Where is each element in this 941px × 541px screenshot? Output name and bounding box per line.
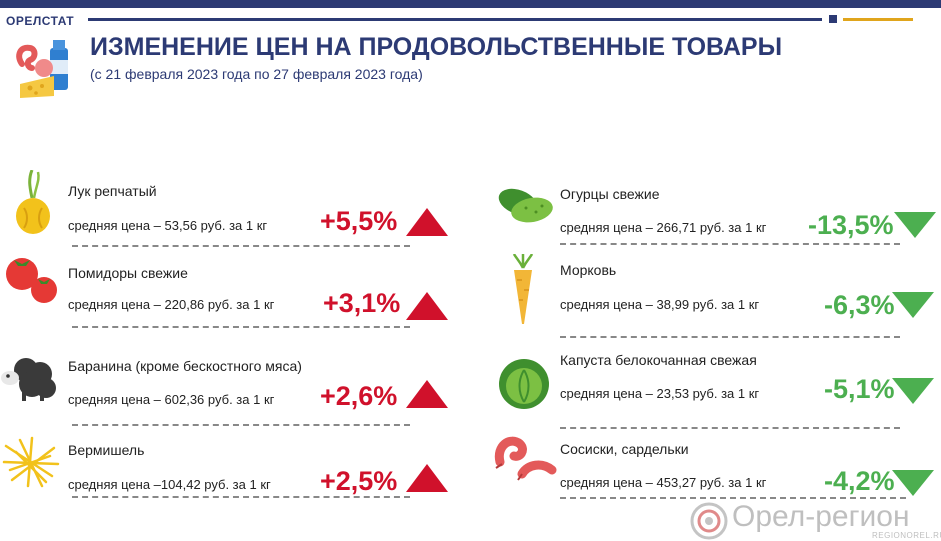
divider <box>560 243 900 245</box>
onion-icon <box>16 170 50 234</box>
item-change: -13,5% <box>808 210 894 240</box>
watermark: Орел-регион REGIONOREL.RU <box>690 500 941 541</box>
up-arrow-icon <box>406 208 448 236</box>
item-price: средняя цена –104,42 руб. за 1 кг <box>68 477 271 492</box>
top-bar <box>0 0 941 8</box>
divider <box>72 496 410 498</box>
header-rule-accent <box>843 18 913 21</box>
pasta-icon <box>2 436 60 488</box>
down-arrow-icon <box>892 292 934 318</box>
tomato-icon <box>6 258 57 303</box>
item-price: средняя цена – 220,86 руб. за 1 кг <box>68 297 275 312</box>
cucumber-icon <box>498 188 553 223</box>
item-name: Сосиски, сардельки <box>560 441 689 457</box>
item-change: +5,5% <box>320 206 398 236</box>
item-name: Морковь <box>560 262 617 278</box>
sheep-icon <box>1 358 56 401</box>
org-label: ОРЕЛСТАТ <box>6 14 75 28</box>
watermark-logo-icon <box>690 502 728 540</box>
item-price: средняя цена – 38,99 руб. за 1 кг <box>560 297 760 312</box>
divider <box>72 326 410 328</box>
item-change: +3,1% <box>323 288 401 318</box>
groceries-icon <box>16 40 68 98</box>
item-change: -5,1% <box>824 374 895 404</box>
item-price: средняя цена – 23,53 руб. за 1 кг <box>560 386 760 401</box>
item-name: Вермишель <box>68 442 145 458</box>
item-price: средняя цена – 266,71 руб. за 1 кг <box>560 220 767 235</box>
up-arrow-icon <box>406 292 448 320</box>
divider <box>72 245 410 247</box>
divider <box>560 427 900 429</box>
item-name: Баранина (кроме бескостного мяса) <box>68 358 302 374</box>
header-rule <box>88 18 822 21</box>
up-arrow-icon <box>406 464 448 492</box>
item-price: средняя цена – 53,56 руб. за 1 кг <box>68 218 268 233</box>
page-title: ИЗМЕНЕНИЕ ЦЕН НА ПРОДОВОЛЬСТВЕННЫЕ ТОВАР… <box>90 33 783 61</box>
sausage-icon <box>494 436 557 481</box>
item-price: средняя цена – 453,27 руб. за 1 кг <box>560 475 767 490</box>
down-arrow-icon <box>892 470 934 496</box>
item-change: -6,3% <box>824 290 895 320</box>
down-arrow-icon <box>894 212 936 238</box>
item-name: Помидоры свежие <box>68 265 188 281</box>
item-name: Капуста белокочанная свежая <box>560 352 757 368</box>
item-change: +2,5% <box>320 466 398 496</box>
divider <box>560 336 900 338</box>
divider <box>560 497 906 499</box>
watermark-url: REGIONOREL.RU <box>872 531 941 540</box>
page-subtitle: (с 21 февраля 2023 года по 27 февраля 20… <box>90 66 423 82</box>
watermark-text: Орел-регион <box>732 500 910 533</box>
item-name: Огурцы свежие <box>560 186 660 202</box>
cabbage-icon <box>499 359 549 409</box>
item-change: -4,2% <box>824 466 895 496</box>
header-rule-square <box>829 15 837 23</box>
item-name: Лук репчатый <box>68 183 157 199</box>
divider <box>72 424 410 426</box>
down-arrow-icon <box>892 378 934 404</box>
item-change: +2,6% <box>320 381 398 411</box>
carrot-icon <box>512 254 534 324</box>
item-price: средняя цена – 602,36 руб. за 1 кг <box>68 392 275 407</box>
up-arrow-icon <box>406 380 448 408</box>
